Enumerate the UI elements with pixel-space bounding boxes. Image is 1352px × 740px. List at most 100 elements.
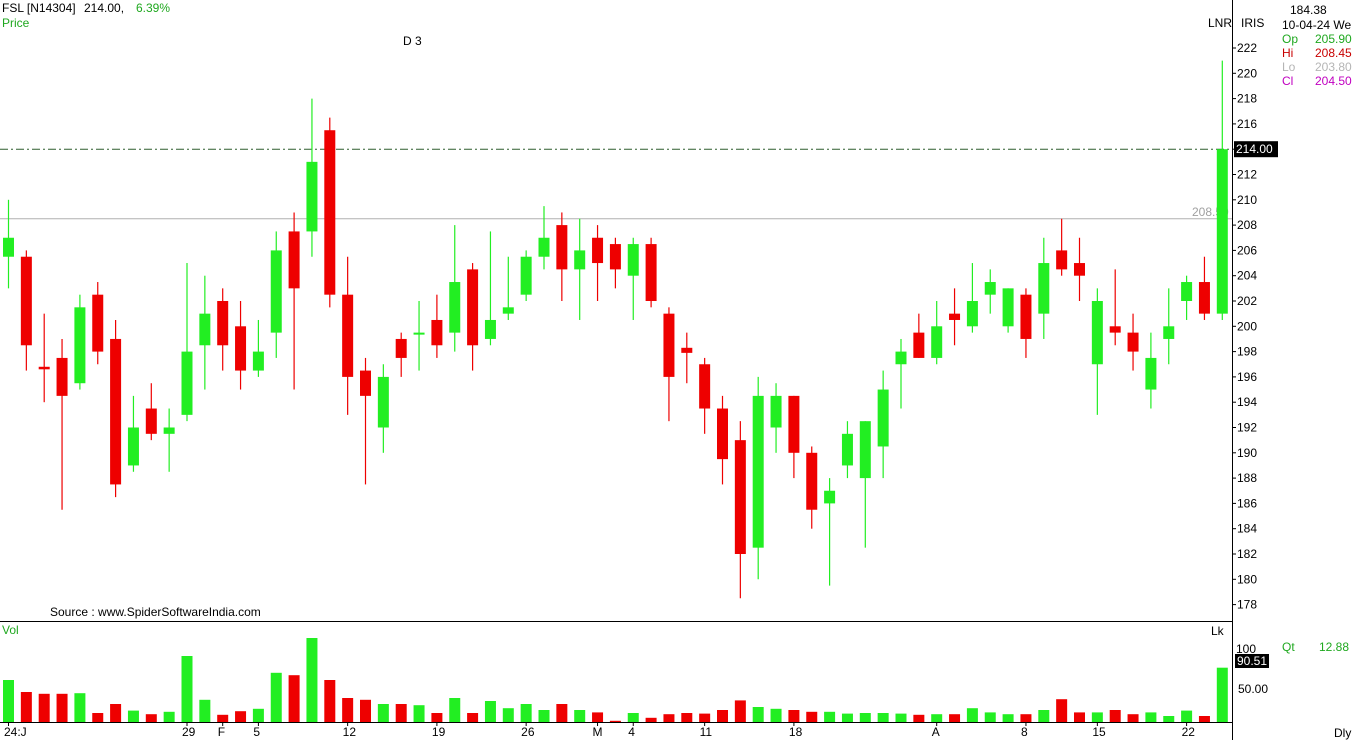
volume-bar <box>92 713 104 722</box>
candle-body <box>1020 294 1032 339</box>
candle-body <box>966 301 978 327</box>
candle-body <box>841 433 853 466</box>
volume-bar <box>74 693 86 722</box>
candle-body <box>3 237 14 257</box>
period-marker: D 3 <box>403 34 422 48</box>
volume-current-box: 90.51 <box>1235 654 1270 668</box>
candle-body <box>1091 301 1103 365</box>
time-tick-label: 26 <box>521 725 535 739</box>
candle-body <box>127 427 139 466</box>
volume-bar <box>199 699 211 722</box>
volume-bar <box>841 713 853 722</box>
candle-body <box>1198 282 1210 314</box>
candle-body <box>1145 357 1157 390</box>
volume-bar <box>949 714 961 722</box>
candle-body <box>1181 282 1193 301</box>
volume-bar <box>1020 714 1032 722</box>
low-row: Lo 203.80 <box>1282 60 1352 74</box>
price-tick-label: 212 <box>1237 168 1257 182</box>
candle-body <box>734 440 746 554</box>
price-tick-label: 194 <box>1237 395 1257 409</box>
candle-body <box>574 250 586 270</box>
candle-body <box>449 282 461 333</box>
time-tick-label: 18 <box>789 725 803 739</box>
volume-bar <box>877 713 889 722</box>
time-tick-label: 8 <box>1021 725 1028 739</box>
time-tick-label: 5 <box>253 725 260 739</box>
price-tick-label: 206 <box>1237 243 1257 257</box>
candle-body <box>895 351 907 365</box>
volume-bar <box>1109 710 1121 722</box>
volume-bar <box>270 672 282 722</box>
candle-body <box>1056 250 1068 270</box>
candle-body <box>92 294 104 352</box>
candle-body <box>199 313 211 346</box>
price-tick-label: 198 <box>1237 345 1257 359</box>
volume-bar <box>1002 714 1014 722</box>
volume-bar <box>1145 712 1157 722</box>
candle-body <box>502 307 514 314</box>
candle-body <box>1127 332 1139 352</box>
volume-bar <box>806 711 818 722</box>
price-tick-label: 196 <box>1237 370 1257 384</box>
candle-body <box>235 326 247 371</box>
candle-body <box>342 294 354 377</box>
date-label: 10-04-24 We <box>1282 18 1352 32</box>
price-tick-label: 204 <box>1237 269 1257 283</box>
volume-bar <box>20 692 32 722</box>
price-tick-label: 186 <box>1237 496 1257 510</box>
price-tick-label: 180 <box>1237 572 1257 586</box>
candle-body <box>181 351 193 415</box>
candle-body <box>324 130 336 295</box>
candle-body <box>699 364 711 409</box>
volume-bar <box>1181 710 1193 722</box>
candle-body <box>288 231 300 289</box>
volume-bar <box>895 713 907 722</box>
price-tick-label: 220 <box>1237 66 1257 80</box>
volume-bar <box>217 714 229 722</box>
volume-bar <box>681 713 693 722</box>
candle-body <box>645 244 657 301</box>
price-tick-label: 222 <box>1237 41 1257 55</box>
volume-bar <box>1198 716 1210 722</box>
high-label: Hi <box>1282 46 1294 60</box>
volume-bar <box>1127 714 1139 722</box>
low-value: 203.80 <box>1315 60 1352 74</box>
volume-bar <box>859 713 871 722</box>
lk-label: Lk <box>1211 624 1224 638</box>
volume-bar <box>663 714 675 722</box>
volume-bar <box>1074 712 1085 722</box>
candle-body <box>556 225 568 270</box>
volume-bar <box>824 711 836 722</box>
candle-body <box>806 452 818 510</box>
candle-body <box>145 408 157 434</box>
candle-body <box>217 301 229 346</box>
price-tick-label: 190 <box>1237 446 1257 460</box>
volume-tick-100: 100 <box>1236 642 1257 656</box>
volume-bar <box>699 713 711 722</box>
time-tick-label: 29 <box>182 725 196 739</box>
price-tick-label: 202 <box>1237 294 1257 308</box>
volume-bar <box>627 713 639 722</box>
high-value: 208.45 <box>1315 46 1352 60</box>
candle-body <box>1163 326 1175 339</box>
volume-bar <box>449 698 461 722</box>
last-price-box <box>1234 141 1278 158</box>
time-tick-label: 11 <box>700 725 713 739</box>
candle-body <box>913 332 925 358</box>
candle-body <box>38 366 50 370</box>
volume-bar <box>1038 710 1050 722</box>
volume-bar <box>966 708 978 722</box>
volume-bar <box>145 714 157 722</box>
time-tick-label: 15 <box>1092 725 1106 739</box>
close-label: Cl <box>1282 74 1294 88</box>
price-tick-label: 216 <box>1237 117 1257 131</box>
time-tick-label: F <box>218 725 225 739</box>
volume-bar <box>252 708 264 722</box>
top-value: 184.38 <box>1290 3 1327 17</box>
candle-body <box>609 244 621 270</box>
candle-body <box>859 421 871 479</box>
volume-bar <box>734 700 746 722</box>
volume-bar <box>574 710 586 722</box>
